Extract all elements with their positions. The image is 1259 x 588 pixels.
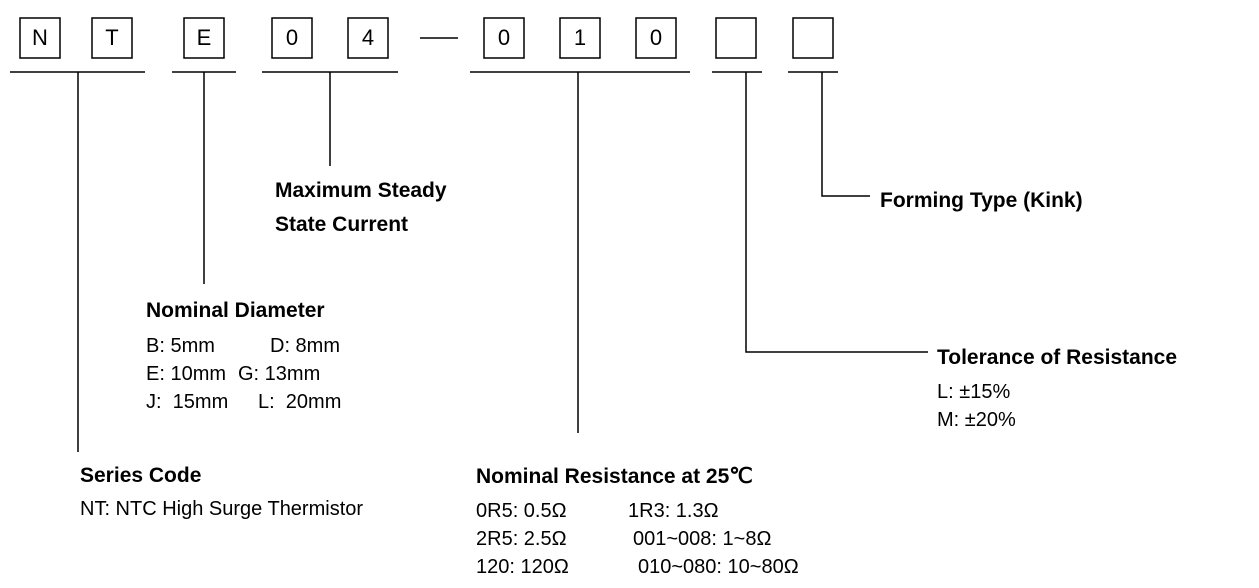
- label-title: Nominal Resistance at 25℃: [476, 465, 753, 488]
- box-letter: 4: [362, 25, 374, 50]
- label-title: State Current: [275, 213, 408, 236]
- label-title: Forming Type (Kink): [880, 189, 1083, 212]
- option: 001~008: 1~8Ω: [633, 528, 771, 550]
- box: [19, 17, 61, 59]
- connectors: [10, 71, 928, 452]
- box-letter: 0: [650, 25, 662, 50]
- box: [91, 17, 133, 59]
- option: 1R3: 1.3Ω: [628, 500, 719, 522]
- option: M: ±20%: [937, 409, 1016, 431]
- leader: [745, 72, 928, 353]
- code-boxes: N T E 0 4 0 1 0: [19, 17, 834, 59]
- box-letter: N: [32, 25, 48, 50]
- option: E: 10mm: [146, 363, 226, 385]
- label-title: Tolerance of Resistance: [937, 346, 1177, 369]
- box-letter: E: [197, 25, 212, 50]
- label-title: Series Code: [80, 464, 201, 487]
- box: [559, 17, 601, 59]
- box: [271, 17, 313, 59]
- leader: [821, 72, 870, 197]
- box-letter: 1: [574, 25, 586, 50]
- option: L: ±15%: [937, 381, 1010, 403]
- box: [183, 17, 225, 59]
- option: 0R5: 0.5Ω: [476, 500, 567, 522]
- option: B: 5mm: [146, 335, 215, 357]
- option: NT: NTC High Surge Thermistor: [80, 498, 363, 520]
- option: L: 20mm: [258, 391, 341, 413]
- box: [483, 17, 525, 59]
- box: [715, 17, 757, 59]
- box-letter: 0: [498, 25, 510, 50]
- option: 120: 120Ω: [476, 556, 569, 578]
- option: 010~080: 10~80Ω: [638, 556, 799, 578]
- option: J: 15mm: [146, 391, 228, 413]
- option: G: 13mm: [238, 363, 320, 385]
- option: D: 8mm: [270, 335, 340, 357]
- label-title: Nominal Diameter: [146, 299, 325, 322]
- box-letter: 0: [286, 25, 298, 50]
- label-title: Maximum Steady: [275, 179, 447, 202]
- option: 2R5: 2.5Ω: [476, 528, 567, 550]
- box: [347, 17, 389, 59]
- box: [635, 17, 677, 59]
- box-letter: T: [105, 25, 118, 50]
- box: [792, 17, 834, 59]
